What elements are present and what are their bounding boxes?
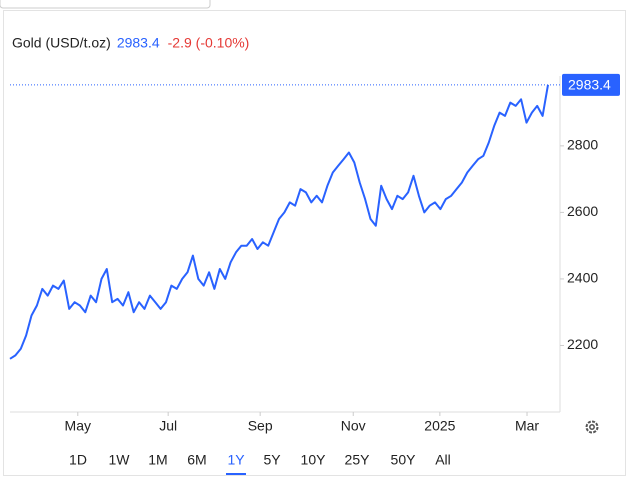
- range-button[interactable]: 50Y: [391, 452, 417, 468]
- settings-icon[interactable]: [585, 420, 599, 434]
- range-button[interactable]: 1Y: [227, 452, 245, 468]
- x-tick-label: May: [65, 418, 91, 434]
- last-price-label: 2983.4: [568, 77, 611, 93]
- range-button[interactable]: 1M: [148, 452, 167, 468]
- change: -2.9 (-0.10%): [168, 35, 250, 51]
- range-button[interactable]: 1D: [69, 452, 87, 468]
- card-border: [3, 10, 626, 476]
- y-tick-label: 2600: [567, 203, 598, 219]
- y-tick-label: 2800: [567, 137, 598, 153]
- y-tick-label: 2200: [567, 336, 598, 352]
- search-box[interactable]: [0, 0, 211, 9]
- range-button[interactable]: 1W: [109, 452, 131, 468]
- y-tick-label: 2400: [567, 270, 598, 286]
- price-line: [9, 84, 549, 360]
- price: 2983.4: [117, 35, 160, 51]
- last-price-box: [562, 73, 620, 96]
- x-tick-label: Jul: [159, 418, 177, 434]
- range-button[interactable]: All: [435, 452, 451, 468]
- range-button[interactable]: 10Y: [301, 452, 327, 468]
- x-tick-label: Nov: [341, 418, 366, 434]
- range-button[interactable]: 6M: [187, 452, 206, 468]
- range-button[interactable]: 5Y: [263, 452, 281, 468]
- instrument-name: Gold (USD/t.oz): [12, 35, 111, 51]
- range-button[interactable]: 25Y: [345, 452, 371, 468]
- x-tick-label: Mar: [515, 418, 539, 434]
- x-tick-label: 2025: [424, 418, 455, 434]
- x-tick-label: Sep: [248, 418, 273, 434]
